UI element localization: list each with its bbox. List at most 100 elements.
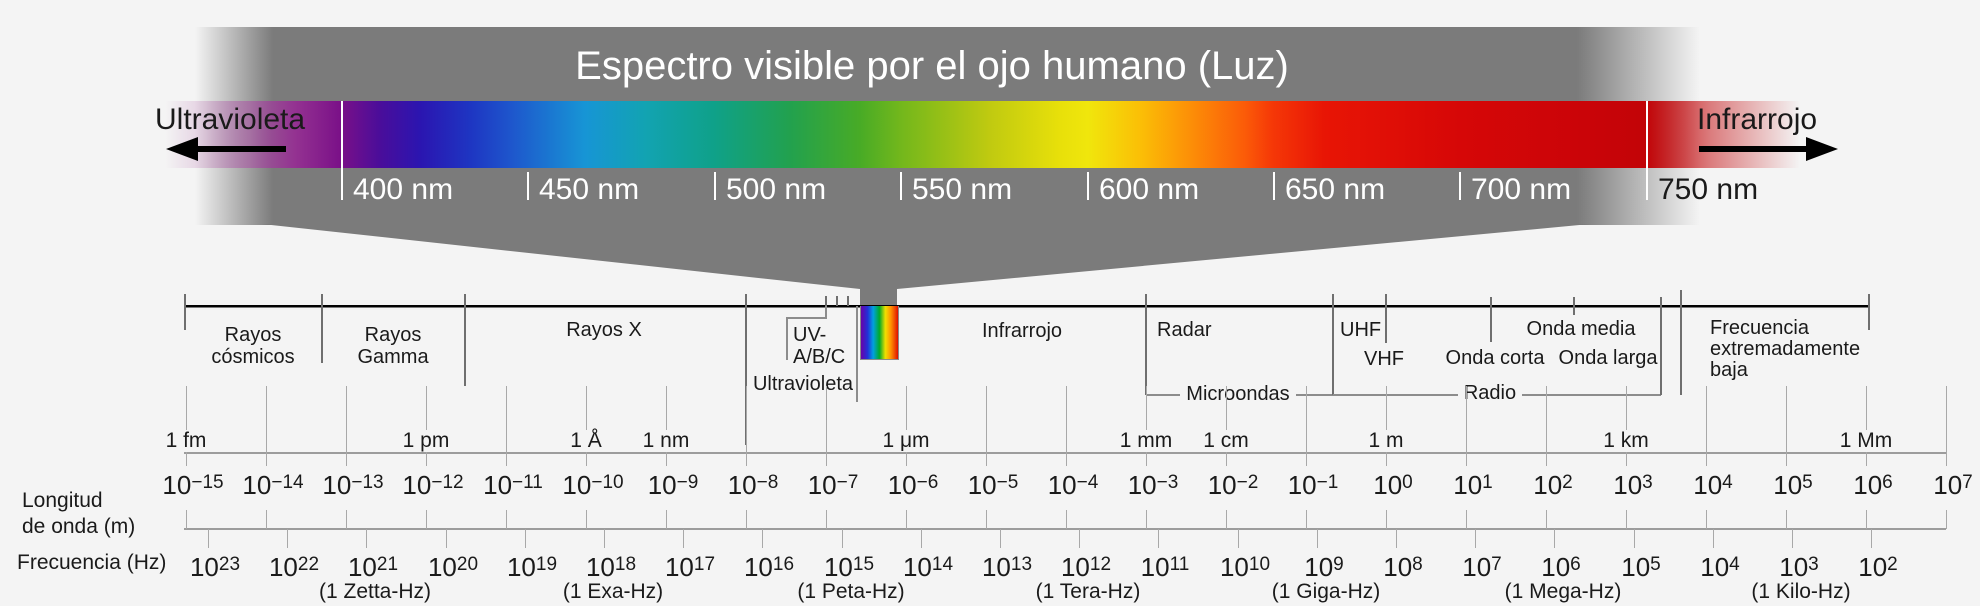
wavelength-lower-tick	[1866, 510, 1867, 529]
region-radar: Radar	[1157, 319, 1212, 341]
frequency-axis-line	[184, 528, 1946, 530]
frequency-decade-tick	[1475, 529, 1476, 548]
wavelength-decade-tick	[186, 386, 187, 466]
frequency-decade-tick	[1634, 529, 1635, 548]
frequency-decade-tick	[1871, 529, 1872, 548]
wavelength-decade-tick	[986, 386, 987, 466]
wavelength-decade-tick	[1466, 386, 1467, 466]
wavelength-decade-tick	[746, 386, 747, 466]
region-rayos-cosmicos-line1: Rayos	[224, 324, 282, 346]
wavelength-decade-tick	[666, 386, 667, 466]
wavelength-value: 10−14	[242, 470, 304, 500]
wavelength-value: 10−4	[1047, 470, 1099, 500]
frequency-decade-tick	[525, 529, 526, 548]
nm-label: 400 nm	[353, 173, 454, 206]
region-rayos-cosmicos-line2: cósmicos	[211, 345, 295, 368]
wavelength-value: 103	[1613, 470, 1653, 500]
wavelength-axis-line	[184, 452, 1946, 454]
wavelength-lower-tick	[1226, 510, 1227, 529]
wavelength-value: 10−2	[1207, 470, 1259, 500]
wavelength-decade-tick	[1786, 386, 1787, 466]
wavelength-decade-tick	[1706, 386, 1707, 466]
frequency-unit-label: (1 Zetta-Hz)	[318, 580, 432, 603]
right-arrow-shaft	[1699, 146, 1807, 152]
wavelength-lower-tick	[1466, 510, 1467, 529]
frequency-decade-tick	[604, 529, 605, 548]
wavelength-unit-label: 1 cm	[1198, 430, 1254, 452]
frequency-value: 1010	[1219, 552, 1271, 582]
frequency-value: 106	[1541, 552, 1581, 582]
wavelength-decade-tick	[586, 386, 587, 466]
nm-label: 550 nm	[912, 173, 1013, 206]
wavelength-value: 10−6	[887, 470, 939, 500]
region-onda-corta: Onda corta	[1445, 347, 1545, 369]
frequency-value: 109	[1304, 552, 1344, 582]
region-rayos-cosmicos: Rayos cósmicos	[211, 324, 295, 368]
frequency-decade-tick	[1317, 529, 1318, 548]
frequency-value: 1022	[268, 552, 320, 582]
wavelength-unit-label: 1 Mm	[1834, 430, 1898, 452]
wavelength-lower-tick	[1146, 510, 1147, 529]
infrared-side-label: Infrarrojo	[1697, 103, 1818, 136]
wavelength-decade-tick	[1946, 386, 1947, 466]
frequency-value: 1023	[189, 552, 241, 582]
wavelength-value: 105	[1773, 470, 1813, 500]
wavelength-lower-tick	[826, 510, 827, 529]
wavelength-decade-tick	[826, 386, 827, 466]
left-arrow-icon	[166, 137, 198, 161]
frequency-value: 1014	[902, 552, 954, 582]
wavelength-lower-tick	[1786, 510, 1787, 529]
region-ultravioleta: Ultravioleta	[752, 373, 853, 395]
wavelength-value: 104	[1693, 470, 1733, 500]
frequency-decade-tick	[762, 529, 763, 548]
frequency-value: 1018	[585, 552, 637, 582]
wavelength-lower-tick	[506, 510, 507, 529]
nm-tick	[341, 101, 343, 200]
wavelength-lower-tick	[666, 510, 667, 529]
wavelength-unit-label: 1 mm	[1114, 430, 1178, 452]
wavelength-unit-label: 1 nm	[637, 430, 695, 452]
nm-tick	[1087, 172, 1089, 200]
wavelength-value: 10−8	[727, 470, 779, 500]
frequency-decade-tick	[1554, 529, 1555, 548]
wavelength-lower-tick	[1306, 510, 1307, 529]
wavelength-value: 10−5	[967, 470, 1019, 500]
wavelength-value: 10−9	[647, 470, 699, 500]
nm-label: 700 nm	[1471, 173, 1572, 206]
frequency-decade-tick	[1000, 529, 1001, 548]
region-vhf: VHF	[1364, 348, 1404, 370]
wavelength-lower-tick	[1626, 510, 1627, 529]
region-rayos-x: Rayos X	[566, 319, 642, 341]
wavelength-decade-tick	[906, 386, 907, 466]
frequency-axis-caption: Frecuencia (Hz)	[17, 551, 167, 574]
wavelength-unit-label: 1 fm	[160, 430, 212, 452]
frequency-unit-label: (1 Exa-Hz)	[562, 580, 664, 603]
frequency-decade-tick	[1079, 529, 1080, 548]
frequency-decade-tick	[1158, 529, 1159, 548]
nm-label: 450 nm	[539, 173, 640, 206]
wavelength-decade-tick	[1226, 386, 1227, 466]
region-rayos-gamma: Rayos Gamma	[357, 324, 428, 368]
wavelength-lower-tick	[1946, 510, 1947, 529]
wavelength-lower-tick	[1386, 510, 1387, 529]
wavelength-decade-tick	[266, 386, 267, 466]
wavelength-lower-tick	[266, 510, 267, 529]
region-onda-media: Onda media	[1526, 318, 1636, 340]
wavelength-value: 10−1	[1287, 470, 1339, 500]
region-microondas: Microondas	[1186, 383, 1290, 405]
frequency-decade-tick	[1792, 529, 1793, 548]
wavelength-decade-tick	[426, 386, 427, 466]
nm-tick	[1646, 101, 1648, 200]
wavelength-lower-tick	[986, 510, 987, 529]
frequency-decade-tick	[921, 529, 922, 548]
frequency-value: 1020	[427, 552, 479, 582]
nm-tick	[900, 172, 902, 200]
wavelength-axis-caption-line2: de onda (m)	[22, 515, 136, 538]
wavelength-lower-tick	[906, 510, 907, 529]
wavelength-value: 10−11	[483, 470, 543, 500]
frequency-value: 1013	[981, 552, 1033, 582]
wavelength-decade-tick	[1306, 386, 1307, 466]
wavelength-value: 100	[1373, 470, 1413, 500]
wavelength-unit-label: 1 μm	[877, 430, 935, 452]
